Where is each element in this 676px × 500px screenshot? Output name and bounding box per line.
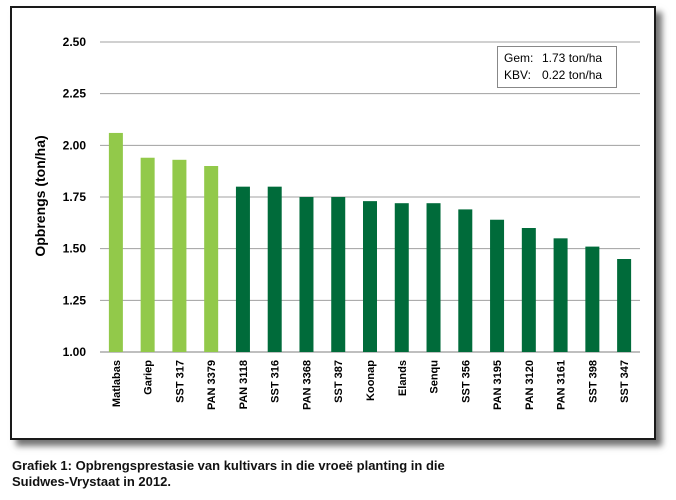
x-tick-label: SST 316	[270, 360, 282, 403]
bar-pan-3368	[299, 197, 314, 352]
lsd-row: KBV: 0.22 ton/ha	[504, 67, 616, 84]
x-tick-label: Elands	[397, 360, 409, 396]
x-tick-label: PAN 3368	[301, 360, 313, 410]
mean-key: Gem:	[504, 51, 534, 65]
bar-pan-3161	[553, 238, 568, 352]
x-tick-label: PAN 3120	[524, 360, 536, 410]
figure-caption: Grafiek 1: Opbrengsprestasie van kultiva…	[12, 458, 652, 490]
lsd-value: 0.22 ton/ha	[542, 68, 603, 82]
x-tick-label: PAN 3379	[206, 360, 218, 410]
bar-sst-398	[585, 246, 600, 352]
x-tick-label: Koonap	[365, 360, 377, 401]
bar-sst-356	[458, 209, 473, 352]
y-tick-label: 1.00	[63, 345, 87, 359]
lsd-key: KBV:	[504, 68, 531, 82]
stats-annotation-box: Gem: 1.73 ton/ha KBV: 0.22 ton/ha	[497, 46, 617, 88]
y-axis-ticks: 1.00 1.25 1.50 1.75 2.00 2.25 2.50	[63, 35, 87, 359]
x-tick-label: SST 347	[619, 360, 631, 403]
bar-gariep	[140, 157, 155, 352]
x-tick-label: SST 317	[174, 360, 186, 403]
x-tick-label: PAN 3161	[556, 360, 568, 410]
bar-elands	[394, 203, 409, 352]
bar-matlabas	[108, 132, 123, 352]
bar-pan-3118	[235, 186, 250, 352]
bar-chart: 1.00 1.25 1.50 1.75 2.00 2.25 2.50 Matlabas Gar…	[32, 35, 640, 410]
y-tick-label: 2.50	[63, 35, 87, 49]
caption-line-1: Grafiek 1: Opbrengsprestasie van kultiva…	[12, 458, 445, 473]
bar-sst-347	[617, 259, 632, 352]
y-tick-label: 2.00	[63, 138, 87, 152]
x-tick-label: PAN 3195	[492, 360, 504, 410]
bar-pan-3120	[521, 228, 536, 352]
mean-value: 1.73 ton/ha	[542, 51, 603, 65]
mean-row: Gem: 1.73 ton/ha	[504, 50, 616, 67]
caption-line-2: Suidwes-Vrystaat in 2012.	[12, 474, 171, 489]
bar-sst-316	[267, 186, 282, 352]
x-tick-label: SST 387	[333, 360, 345, 403]
y-tick-label: 2.25	[63, 87, 87, 101]
bars	[108, 132, 632, 352]
y-axis-label: Opbrengs (ton/ha)	[32, 135, 48, 256]
bar-senqu	[426, 203, 441, 352]
y-tick-label: 1.50	[63, 242, 87, 256]
bar-koonap	[363, 201, 377, 352]
x-tick-label: Matlabas	[111, 360, 123, 407]
gridlines	[100, 41, 640, 353]
y-tick-label: 1.25	[63, 293, 87, 307]
bar-sst-387	[331, 197, 346, 352]
y-tick-label: 1.75	[63, 190, 87, 204]
x-tick-label: SST 356	[460, 360, 472, 403]
x-tick-label: PAN 3118	[238, 360, 250, 409]
bar-pan-3379	[204, 166, 219, 352]
bar-pan-3195	[490, 219, 505, 352]
x-tick-label: Gariep	[143, 360, 155, 395]
bar-sst-317	[172, 159, 187, 352]
x-tick-label: SST 398	[587, 360, 599, 403]
x-tick-label: Senqu	[429, 360, 441, 394]
x-axis-ticks: Matlabas Gariep SST 317 PAN 3379 PAN 3118 SST…	[111, 360, 631, 410]
